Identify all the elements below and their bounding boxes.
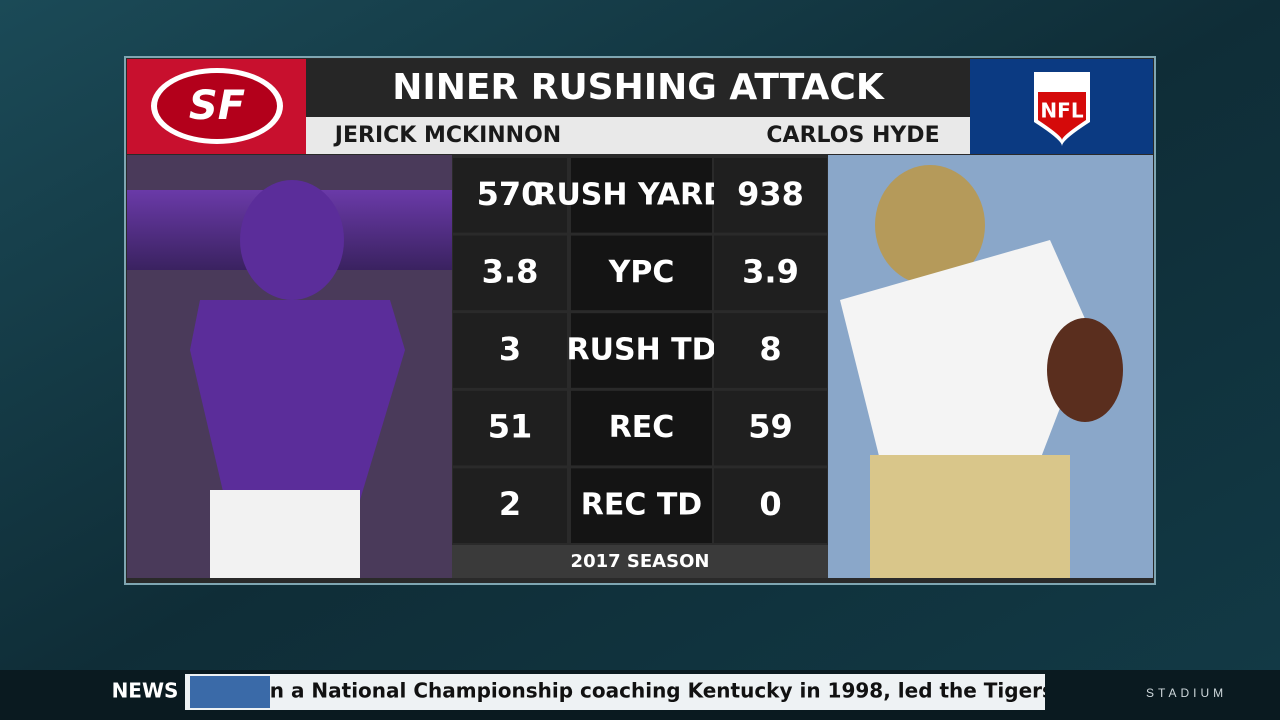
cell-bg bbox=[714, 235, 827, 311]
right-helmet bbox=[875, 165, 985, 285]
cell-bg bbox=[571, 235, 712, 311]
ticker-strip bbox=[185, 674, 1045, 710]
cell-bg bbox=[453, 468, 567, 543]
right-player-name: CARLOS HYDE bbox=[766, 123, 939, 148]
right-value: 3.9 bbox=[742, 252, 799, 290]
cell-bg bbox=[714, 390, 827, 466]
left-helmet bbox=[240, 180, 344, 300]
cell-bg bbox=[714, 468, 827, 543]
sf-logo-text: SF bbox=[189, 83, 245, 129]
footer-bar bbox=[452, 545, 828, 578]
cell-bg bbox=[714, 158, 827, 233]
left-jersey bbox=[190, 300, 405, 500]
left-value: 570 bbox=[477, 175, 544, 213]
sf-logo-inner bbox=[157, 73, 277, 139]
nfl-shield-red bbox=[1038, 92, 1086, 140]
left-pants bbox=[210, 490, 360, 578]
nfl-logo-text: NFL bbox=[1040, 99, 1083, 123]
ticker-clip: on a National Championship coaching Kent… bbox=[256, 679, 1280, 703]
right-value: 59 bbox=[748, 408, 793, 446]
stat-name: RUSH TD bbox=[567, 333, 717, 368]
cell-bg bbox=[453, 313, 567, 388]
stat-name: YPC bbox=[608, 255, 675, 290]
football bbox=[1047, 318, 1123, 422]
right-jersey bbox=[840, 240, 1090, 460]
title: NINER RUSHING ATTACK bbox=[392, 67, 885, 108]
cell-bg bbox=[714, 313, 827, 388]
left-value: 3 bbox=[499, 330, 521, 368]
cell-bg bbox=[453, 235, 567, 311]
left-value: 51 bbox=[488, 408, 533, 446]
left-value: 2 bbox=[499, 485, 521, 523]
left-value: 3.8 bbox=[482, 252, 539, 290]
right-pants bbox=[870, 455, 1070, 578]
title-bar bbox=[306, 59, 970, 117]
stat-name: REC bbox=[609, 410, 675, 445]
ticker-brand: STADIUM bbox=[1146, 686, 1227, 700]
stat-name: RUSH YARDS bbox=[533, 177, 749, 212]
cell-bg bbox=[453, 390, 567, 466]
season-label: 2017 SEASON bbox=[571, 551, 710, 572]
cell-bg bbox=[453, 158, 567, 233]
left-player-name: JERICK MCKINNON bbox=[333, 123, 561, 148]
right-value: 0 bbox=[759, 485, 781, 523]
cell-bg bbox=[571, 158, 712, 233]
names-bar bbox=[306, 117, 970, 154]
cell-bg bbox=[571, 468, 712, 543]
right-value: 938 bbox=[737, 175, 804, 213]
cell-bg bbox=[571, 390, 712, 466]
ticker-logo bbox=[190, 676, 270, 708]
right-value: 8 bbox=[759, 330, 781, 368]
ticker-label: NEWS bbox=[112, 679, 179, 703]
ticker-text: on a National Championship coaching Kent… bbox=[256, 679, 1280, 703]
cell-bg bbox=[571, 313, 712, 388]
stat-name: REC TD bbox=[581, 488, 702, 523]
